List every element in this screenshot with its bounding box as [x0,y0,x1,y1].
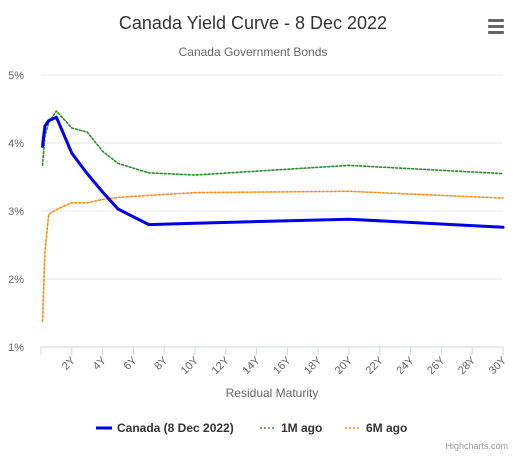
series-lines [41,110,505,323]
y-tick-label: 3% [8,206,24,218]
legend: Canada (8 Dec 2022) 1M ago 6M ago [96,421,407,435]
y-axis-labels: 1% 2% 3% 4% 5% [8,70,24,354]
legend-item[interactable]: 1M ago [260,421,322,435]
chart-title: Canada Yield Curve - 8 Dec 2022 [119,13,387,33]
credits-link[interactable]: Highcharts.com [445,441,508,451]
legend-item[interactable]: 6M ago [345,421,407,435]
y-tick-label: 5% [8,70,24,82]
y-tick-label: 2% [8,274,24,286]
legend-label: 6M ago [366,421,407,435]
y-tick-label: 1% [8,342,24,354]
x-axis-title: Residual Maturity [226,386,319,400]
series-line[interactable] [41,110,504,176]
chart-subtitle: Canada Government Bonds [179,45,328,59]
series-line[interactable] [41,190,504,323]
series-line[interactable] [41,115,505,229]
legend-label: Canada (8 Dec 2022) [117,421,234,435]
legend-label: 1M ago [281,421,322,435]
legend-item[interactable]: Canada (8 Dec 2022) [96,421,234,435]
y-tick-label: 4% [8,138,24,150]
hamburger-menu-icon[interactable] [484,14,506,36]
